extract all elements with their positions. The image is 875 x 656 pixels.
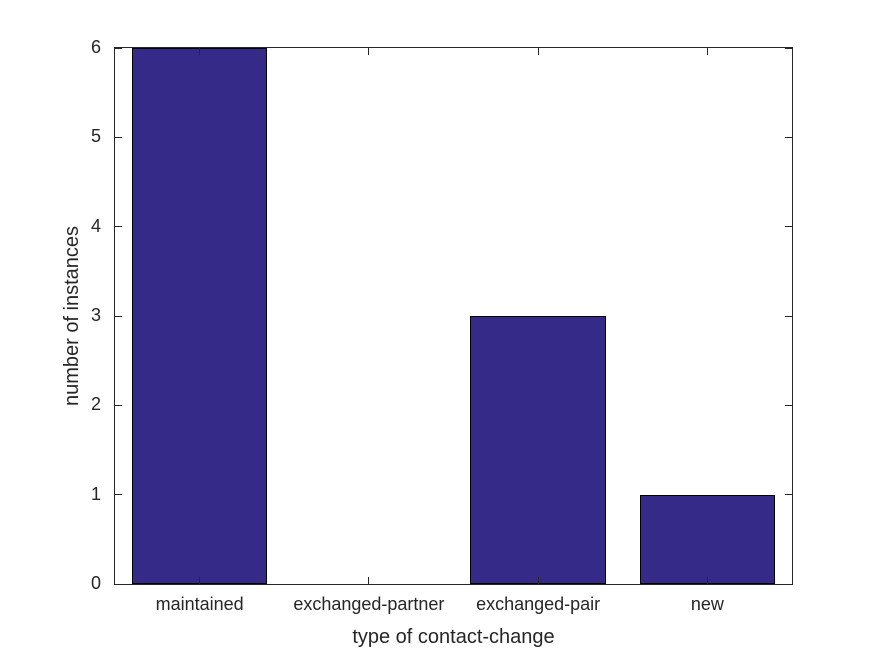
y-tick-right (785, 494, 792, 496)
y-tick-label: 0 (90, 573, 101, 594)
x-tick-label: exchanged-partner (293, 594, 445, 614)
x-axis-label: type of contact-change (352, 626, 555, 648)
y-tick-left (115, 494, 122, 496)
y-tick-left (115, 136, 122, 138)
x-tick-top (199, 48, 201, 55)
x-tick-bottom (199, 577, 201, 584)
y-tick-right (785, 226, 792, 228)
bar-exchanged-pair (470, 316, 606, 584)
bar-new (639, 494, 776, 584)
x-tick-bottom (368, 577, 370, 584)
x-tick-label: new (690, 594, 724, 614)
y-tick-left (115, 226, 122, 228)
y-tick-right (785, 583, 792, 585)
y-tick-left (115, 583, 122, 585)
x-tick-label: maintained (155, 594, 244, 614)
y-tick-right (785, 136, 792, 138)
y-tick-label: 1 (90, 483, 101, 504)
y-axis-label: number of instances (61, 225, 83, 407)
y-tick-left (115, 315, 122, 317)
y-tick-label: 5 (90, 126, 101, 147)
x-tick-top (537, 48, 539, 55)
bar-maintained (131, 48, 268, 584)
x-tick-label: exchanged-pair (476, 594, 601, 614)
y-tick-left (115, 404, 122, 406)
x-tick-top (706, 48, 708, 55)
x-tick-top (368, 48, 370, 55)
y-tick-right (785, 404, 792, 406)
x-tick-bottom (706, 577, 708, 584)
y-tick-label: 2 (90, 394, 101, 415)
y-tick-right (785, 47, 792, 49)
plot-area: number of instances type of contact-chan… (61, 37, 793, 648)
y-tick-left (115, 47, 122, 49)
y-tick-label: 4 (90, 215, 101, 236)
y-tick-label: 3 (90, 305, 101, 326)
y-tick-right (785, 315, 792, 317)
y-tick-label: 6 (90, 37, 101, 58)
x-tick-bottom (537, 577, 539, 584)
